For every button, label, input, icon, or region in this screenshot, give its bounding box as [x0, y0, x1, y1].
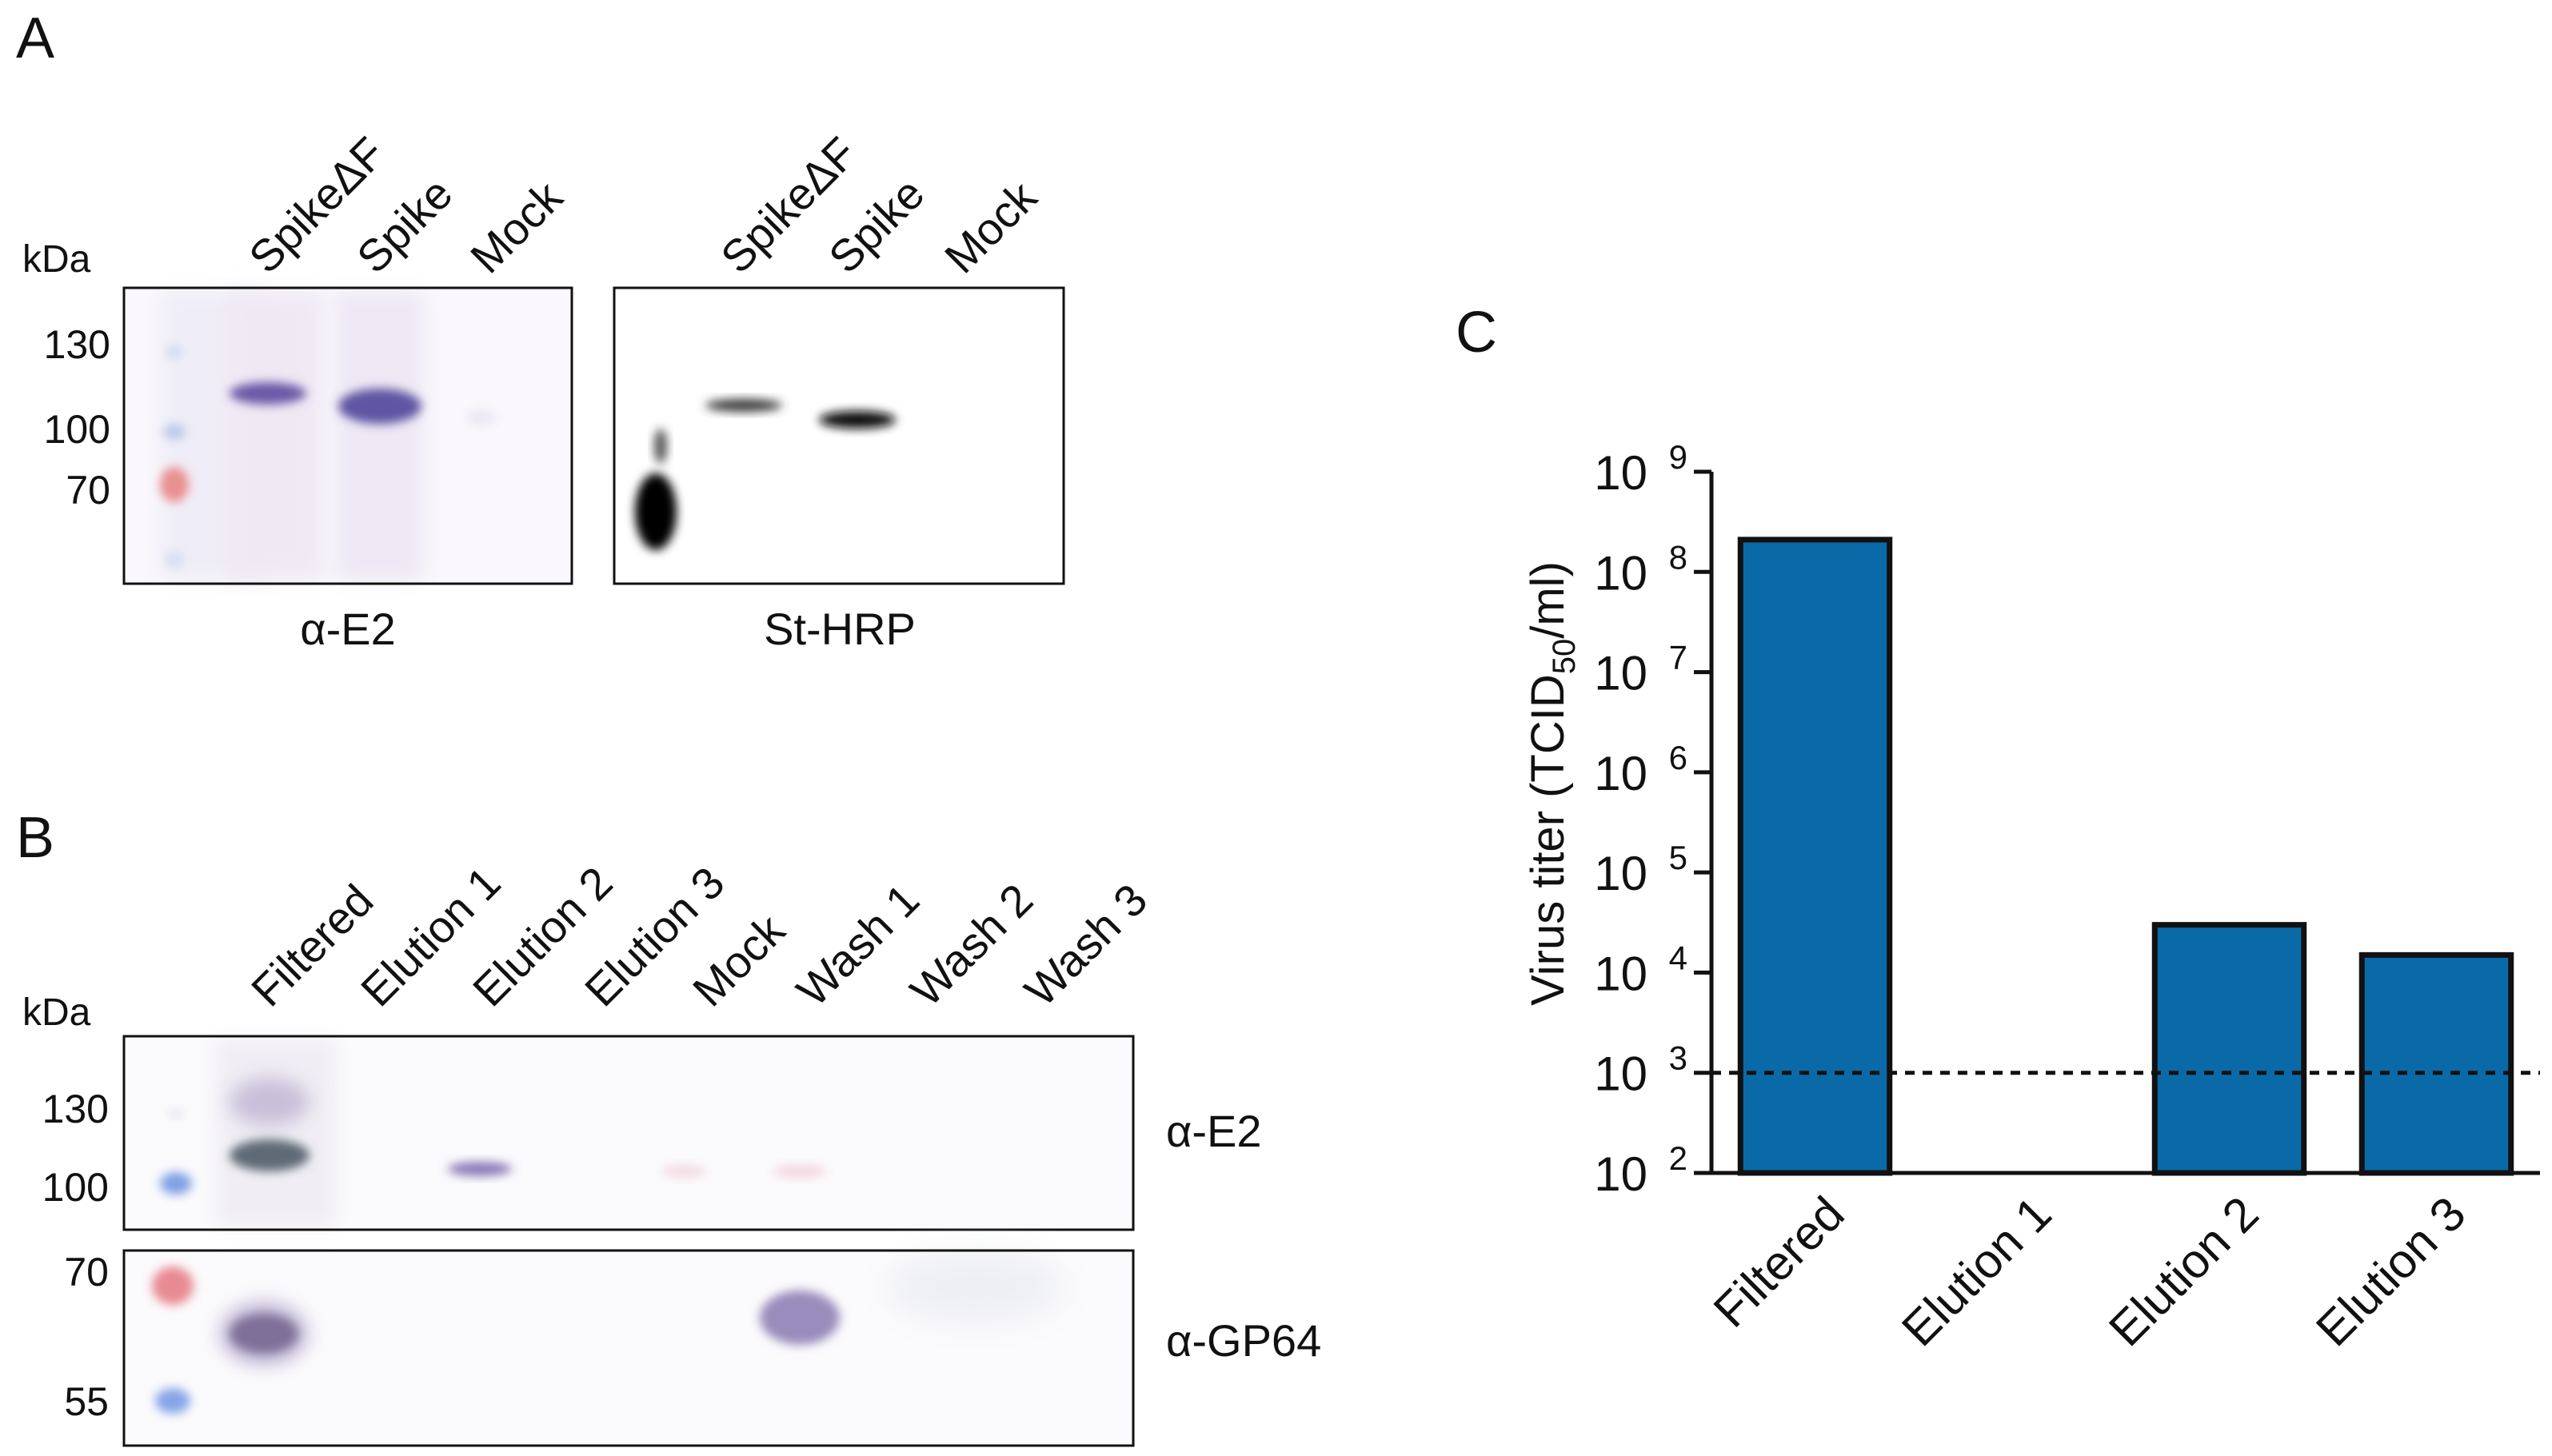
panel-a-left-caption: α-E2	[300, 604, 396, 654]
bar-filtered	[1737, 537, 1893, 1176]
y-axis-label-main: Virus titer (TCID	[1522, 674, 1574, 1006]
panel-b-letter: B	[16, 806, 54, 870]
y-tick-exponent: 4	[1669, 939, 1687, 976]
bars	[1737, 537, 2514, 1176]
panel-a-right-blot	[613, 286, 1065, 585]
panel-b-lane-wash-3: Wash 3	[1015, 874, 1156, 1015]
y-tick-base: 10	[1594, 546, 1647, 600]
y-tick-label-5: 10 5	[1594, 839, 1687, 900]
panel-a-marker-130: 130	[44, 322, 110, 367]
panel-b: B kDa Filtered Elution 1 Elution 2 Eluti…	[16, 806, 1321, 1447]
panel-b-lane-filtered: Filtered	[242, 875, 383, 1016]
panel-a-right-lane-mock: Mock	[935, 171, 1047, 283]
x-label-elution-2: Elution 2	[2099, 1187, 2268, 1356]
y-tick-base: 10	[1594, 446, 1647, 500]
panel-b-marker-55: 55	[64, 1379, 109, 1424]
panel-b-marker-130: 130	[42, 1087, 109, 1131]
y-axis-ticks: 10 9 10 8 10 7 10 6 10 5 10 4 10 3 10 2	[1594, 438, 1711, 1201]
panel-a: A kDa 130 100 70 SpikeΔF Spike Mock α-E2…	[16, 6, 1065, 654]
y-tick-label-7: 10 7	[1594, 639, 1687, 700]
panel-b-marker-100: 100	[42, 1165, 109, 1210]
panel-b-bottom-label: α-GP64	[1166, 1315, 1321, 1366]
panel-a-left-blot	[122, 286, 573, 585]
y-tick-base: 10	[1594, 1047, 1647, 1101]
y-axis-label-end: /ml)	[1522, 561, 1574, 639]
y-tick-base: 10	[1594, 847, 1647, 900]
x-label-elution-3: Elution 3	[2306, 1187, 2475, 1356]
panel-b-top-label: α-E2	[1166, 1106, 1262, 1156]
x-label-filtered: Filtered	[1703, 1187, 1855, 1338]
panel-b-marker-70: 70	[64, 1250, 109, 1294]
panel-a-marker-100: 100	[44, 407, 110, 452]
panel-b-bottom-blot	[122, 1249, 1135, 1447]
bar-elution-2	[2151, 922, 2307, 1176]
panel-b-top-blot	[122, 1035, 1135, 1231]
y-tick-base: 10	[1594, 647, 1647, 700]
y-tick-label-2: 10 2	[1594, 1139, 1687, 1201]
y-tick-label-4: 10 4	[1594, 939, 1687, 1000]
y-tick-exponent: 2	[1669, 1139, 1687, 1177]
y-tick-label-6: 10 6	[1594, 739, 1687, 800]
x-label-elution-1: Elution 1	[1891, 1187, 2061, 1356]
bar-elution-3	[2358, 951, 2514, 1176]
panel-a-kda-label: kDa	[22, 238, 91, 281]
panel-a-letter: A	[16, 6, 54, 70]
y-tick-base: 10	[1594, 1147, 1647, 1201]
y-tick-exponent: 8	[1669, 538, 1687, 576]
panel-a-left-lane-mock: Mock	[461, 171, 573, 283]
panel-b-lane-wash-2: Wash 2	[901, 874, 1042, 1015]
panel-a-right-caption: St-HRP	[764, 604, 916, 654]
y-tick-exponent: 7	[1669, 639, 1687, 676]
y-tick-base: 10	[1594, 747, 1647, 800]
x-axis-labels: Filtered Elution 1 Elution 2 Elution 3	[1703, 1187, 2476, 1356]
panel-a-marker-70: 70	[66, 468, 110, 513]
y-tick-exponent: 6	[1669, 739, 1687, 776]
y-tick-label-8: 10 8	[1594, 538, 1687, 600]
panel-b-kda-label: kDa	[22, 991, 91, 1034]
y-axis-label: Virus titer (TCID50/ml)	[1522, 561, 1582, 1006]
y-axis-label-subscript: 50	[1547, 639, 1582, 675]
panel-b-lane-wash-1: Wash 1	[787, 874, 929, 1015]
y-tick-exponent: 9	[1669, 438, 1687, 476]
y-tick-label-3: 10 3	[1594, 1039, 1687, 1101]
y-tick-exponent: 5	[1669, 839, 1687, 876]
panel-c-letter: C	[1456, 301, 1497, 365]
y-tick-label-9: 10 9	[1594, 438, 1687, 500]
y-tick-base: 10	[1594, 947, 1647, 1000]
y-tick-exponent: 3	[1669, 1039, 1687, 1077]
